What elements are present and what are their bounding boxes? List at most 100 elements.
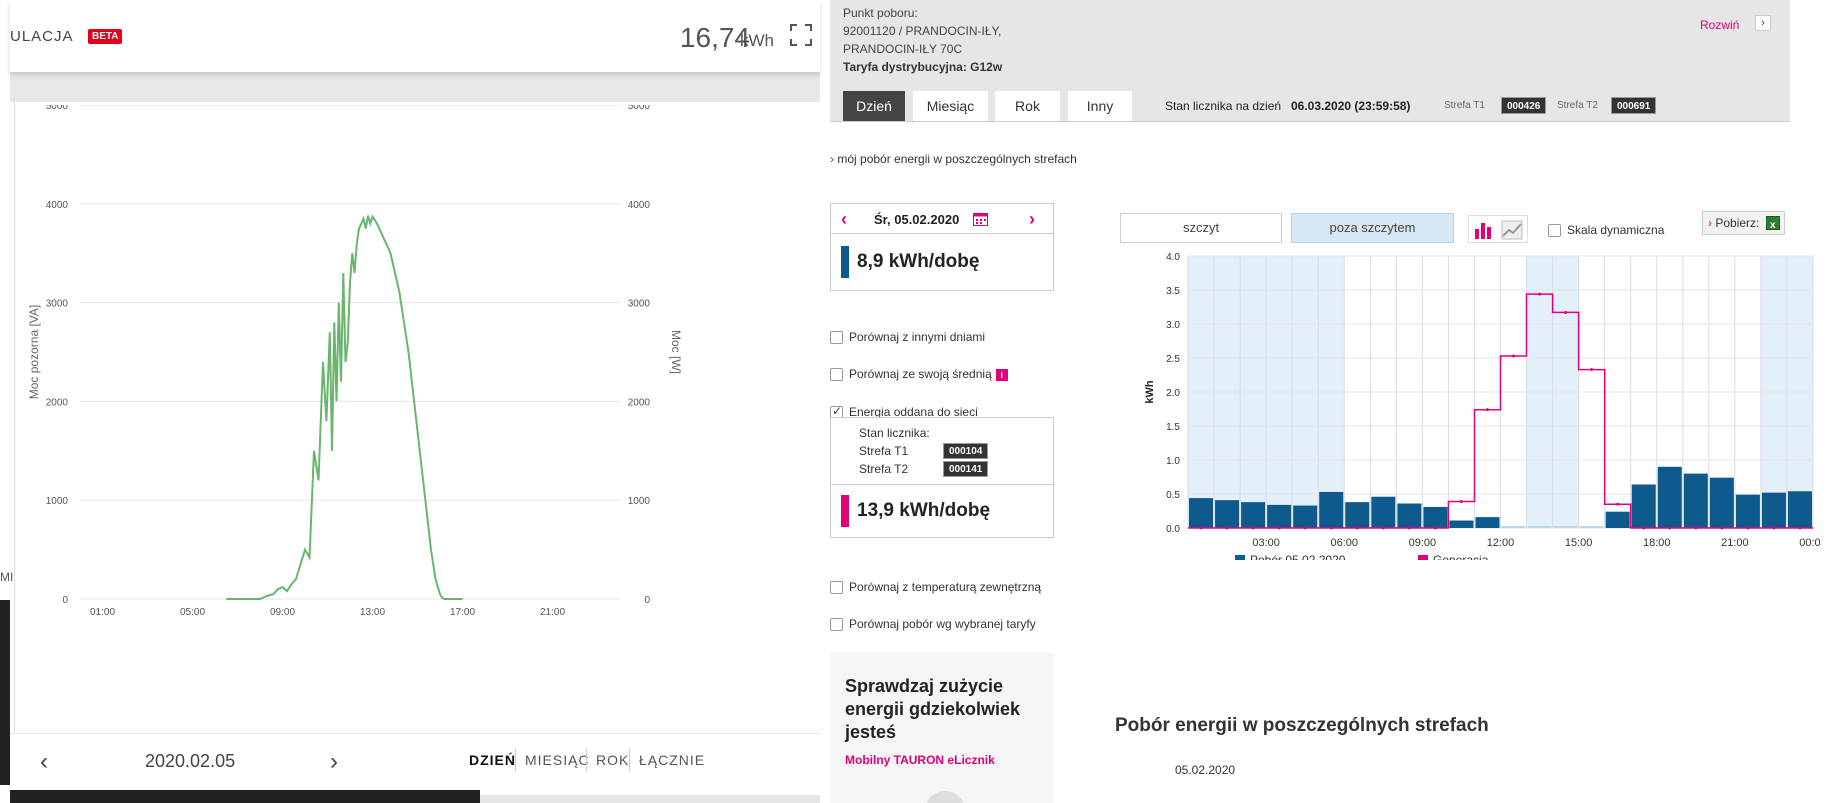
selected-date: Śr, 05.02.2020 bbox=[874, 212, 960, 227]
bar-chart-icon[interactable] bbox=[1473, 220, 1495, 240]
gen-t1-label: Strefa T1 bbox=[859, 444, 909, 458]
prev-day-button[interactable]: ‹ bbox=[40, 748, 48, 775]
y-tick-label: 4.0 bbox=[1166, 252, 1180, 263]
tab-month[interactable]: Miesiąc bbox=[913, 91, 988, 121]
x-tick-label: 05:00 bbox=[180, 607, 205, 618]
generation-point bbox=[1485, 408, 1489, 412]
gen-meter-label: Stan licznika: bbox=[859, 426, 930, 440]
next-day-button[interactable]: › bbox=[1029, 209, 1035, 229]
tab-day[interactable]: Dzień bbox=[843, 91, 905, 121]
promo-subtitle[interactable]: Mobilny TAURON eLicznik bbox=[845, 753, 995, 767]
line-chart-icon[interactable] bbox=[1501, 220, 1523, 240]
consumption-bar bbox=[1215, 500, 1240, 528]
legend-consumption-swatch bbox=[1235, 555, 1245, 560]
checkbox-icon[interactable] bbox=[830, 331, 843, 345]
next-day-button[interactable]: › bbox=[330, 748, 338, 775]
checkbox-checked-icon[interactable] bbox=[830, 404, 843, 420]
tab-separator bbox=[515, 749, 516, 771]
checkbox-icon[interactable] bbox=[830, 581, 843, 595]
consumption-bar bbox=[1293, 505, 1318, 528]
power-line-chart: 0 0 1000 1000 2000 2000 3000 3000 4000 4000 5000 50… bbox=[27, 105, 683, 618]
consumption-bar bbox=[1241, 502, 1266, 528]
zone-t2-value: 000691 bbox=[1611, 97, 1657, 114]
day-selector-box: ‹ Śr, 05.02.2020 › 8,9 kWh/dobę bbox=[830, 203, 1054, 291]
x-tick-label: 15:00 bbox=[1565, 537, 1593, 549]
gen-t2-label: Strefa T2 bbox=[859, 462, 909, 476]
zone-t1-value: 000426 bbox=[1501, 97, 1547, 114]
y-tick-label: 0.0 bbox=[1166, 524, 1180, 535]
offpeak-button[interactable]: poza szczytem bbox=[1291, 213, 1454, 243]
expand-link[interactable]: Rozwiń bbox=[1700, 18, 1740, 32]
chevron-right-icon: › bbox=[830, 152, 834, 166]
left-panel: ULACJA BETA 16,74 kWh MI 0 0 1000 1000 2000 2… bbox=[0, 0, 830, 803]
mobile-app-promo[interactable]: Sprawdzaj zużycie energii gdziekolwiek j… bbox=[830, 653, 1054, 803]
energy-returned-label: Energia oddana do sieci bbox=[849, 405, 978, 419]
right-panel: Punkt poboru: 92001120 / PRANDOCIN-IŁY, … bbox=[830, 0, 1827, 803]
consumption-bar bbox=[1397, 503, 1422, 528]
consumption-bar bbox=[1527, 526, 1552, 528]
tab-other[interactable]: Inny bbox=[1068, 91, 1132, 121]
consumption-bar bbox=[1735, 494, 1760, 528]
legend-consumption-label: Pobór 05.02.2020 bbox=[1250, 553, 1346, 560]
left-date-nav: ‹ 2020.02.05 › DZIEŃ MIESIĄC ROK ŁĄCZNIE bbox=[10, 733, 820, 783]
y-tick-label: 3.0 bbox=[1166, 320, 1180, 331]
checkbox-icon[interactable] bbox=[830, 618, 843, 632]
consumption-bar bbox=[1787, 491, 1812, 528]
generation-point bbox=[1642, 526, 1646, 530]
expand-chevron-icon[interactable]: › bbox=[1755, 15, 1771, 31]
zones-link[interactable]: › mój pobór energii w poszczególnych str… bbox=[830, 152, 1077, 166]
consumption-bar bbox=[1761, 492, 1786, 528]
tab-total[interactable]: ŁĄCZNIE bbox=[639, 752, 706, 768]
compare-average-checkbox[interactable]: Porównaj ze swoją średnią i bbox=[830, 367, 1008, 382]
hourly-bar-chart: 0.0 0.5 1.0 1.5 2.0 2.5 3.0 3.5 4.0 kWh 03:00 06:00… bbox=[1144, 252, 1820, 560]
excel-icon[interactable] bbox=[1766, 215, 1780, 237]
checkbox-icon[interactable] bbox=[1548, 224, 1561, 238]
meter-date-label: Stan licznika na dzień bbox=[1165, 99, 1282, 113]
promo-title: Sprawdzaj zużycie energii gdziekolwiek j… bbox=[845, 676, 1021, 742]
tab-month[interactable]: MIESIĄC bbox=[525, 752, 590, 768]
compare-days-checkbox[interactable]: Porównaj z innymi dniami bbox=[830, 330, 985, 345]
y-axis-label: Moc pozorna [VA] bbox=[27, 305, 41, 400]
generation-point bbox=[1694, 526, 1698, 530]
total-energy-unit: kWh bbox=[740, 31, 774, 50]
chevron-right-icon: › bbox=[1708, 216, 1712, 230]
left-header: ULACJA BETA 16,74 kWh bbox=[10, 0, 820, 72]
checkbox-icon[interactable] bbox=[830, 368, 843, 382]
edge-label: MI bbox=[0, 570, 14, 584]
calendar-icon[interactable] bbox=[973, 212, 988, 226]
y-tick-label: 4000 bbox=[46, 200, 69, 211]
legend-generation-label: Generacja bbox=[1433, 553, 1489, 560]
x-tick-label: 01:00 bbox=[90, 607, 115, 618]
generation-point bbox=[1616, 502, 1620, 506]
consumption-bar bbox=[1189, 498, 1214, 528]
dynamic-scale-checkbox[interactable]: Skala dynamiczna bbox=[1548, 223, 1665, 238]
download-button[interactable]: › Pobierz: bbox=[1702, 211, 1785, 237]
y-tick-label: 5000 bbox=[46, 105, 69, 112]
simulation-label: ULACJA bbox=[10, 28, 74, 45]
generation-point bbox=[1459, 499, 1463, 503]
compare-temperature-checkbox[interactable]: Porównaj z temperaturą zewnętrzną bbox=[830, 580, 1041, 595]
peak-button[interactable]: szczyt bbox=[1120, 213, 1282, 243]
divider bbox=[14, 102, 15, 767]
zones-link-label: mój pobór energii w poszczególnych stref… bbox=[837, 152, 1077, 166]
tab-separator bbox=[586, 749, 587, 771]
prev-day-button[interactable]: ‹ bbox=[841, 209, 847, 229]
dynamic-scale-label: Skala dynamiczna bbox=[1567, 223, 1665, 237]
compare-tariff-checkbox[interactable]: Porównaj pobór wg wybranej taryfy bbox=[830, 617, 1036, 632]
generation-point bbox=[1433, 526, 1437, 530]
fullscreen-icon[interactable] bbox=[790, 24, 812, 46]
generation-point bbox=[1251, 526, 1255, 530]
generation-point bbox=[1381, 526, 1385, 530]
generation-point bbox=[1277, 526, 1281, 530]
compare-average-label: Porównaj ze swoją średnią bbox=[849, 367, 992, 381]
divider bbox=[830, 121, 1790, 122]
tab-year[interactable]: Rok bbox=[995, 91, 1060, 121]
tab-year[interactable]: ROK bbox=[596, 752, 630, 768]
consumption-bar bbox=[1631, 484, 1656, 528]
tab-day[interactable]: DZIEŃ bbox=[469, 752, 516, 768]
left-toolbar-strip bbox=[10, 72, 820, 102]
y-tick-label: 3000 bbox=[46, 299, 69, 310]
energy-returned-checkbox[interactable]: Energia oddana do sieci bbox=[830, 404, 978, 420]
x-tick-label: 06:00 bbox=[1330, 537, 1358, 549]
info-icon[interactable]: i bbox=[995, 368, 1008, 381]
